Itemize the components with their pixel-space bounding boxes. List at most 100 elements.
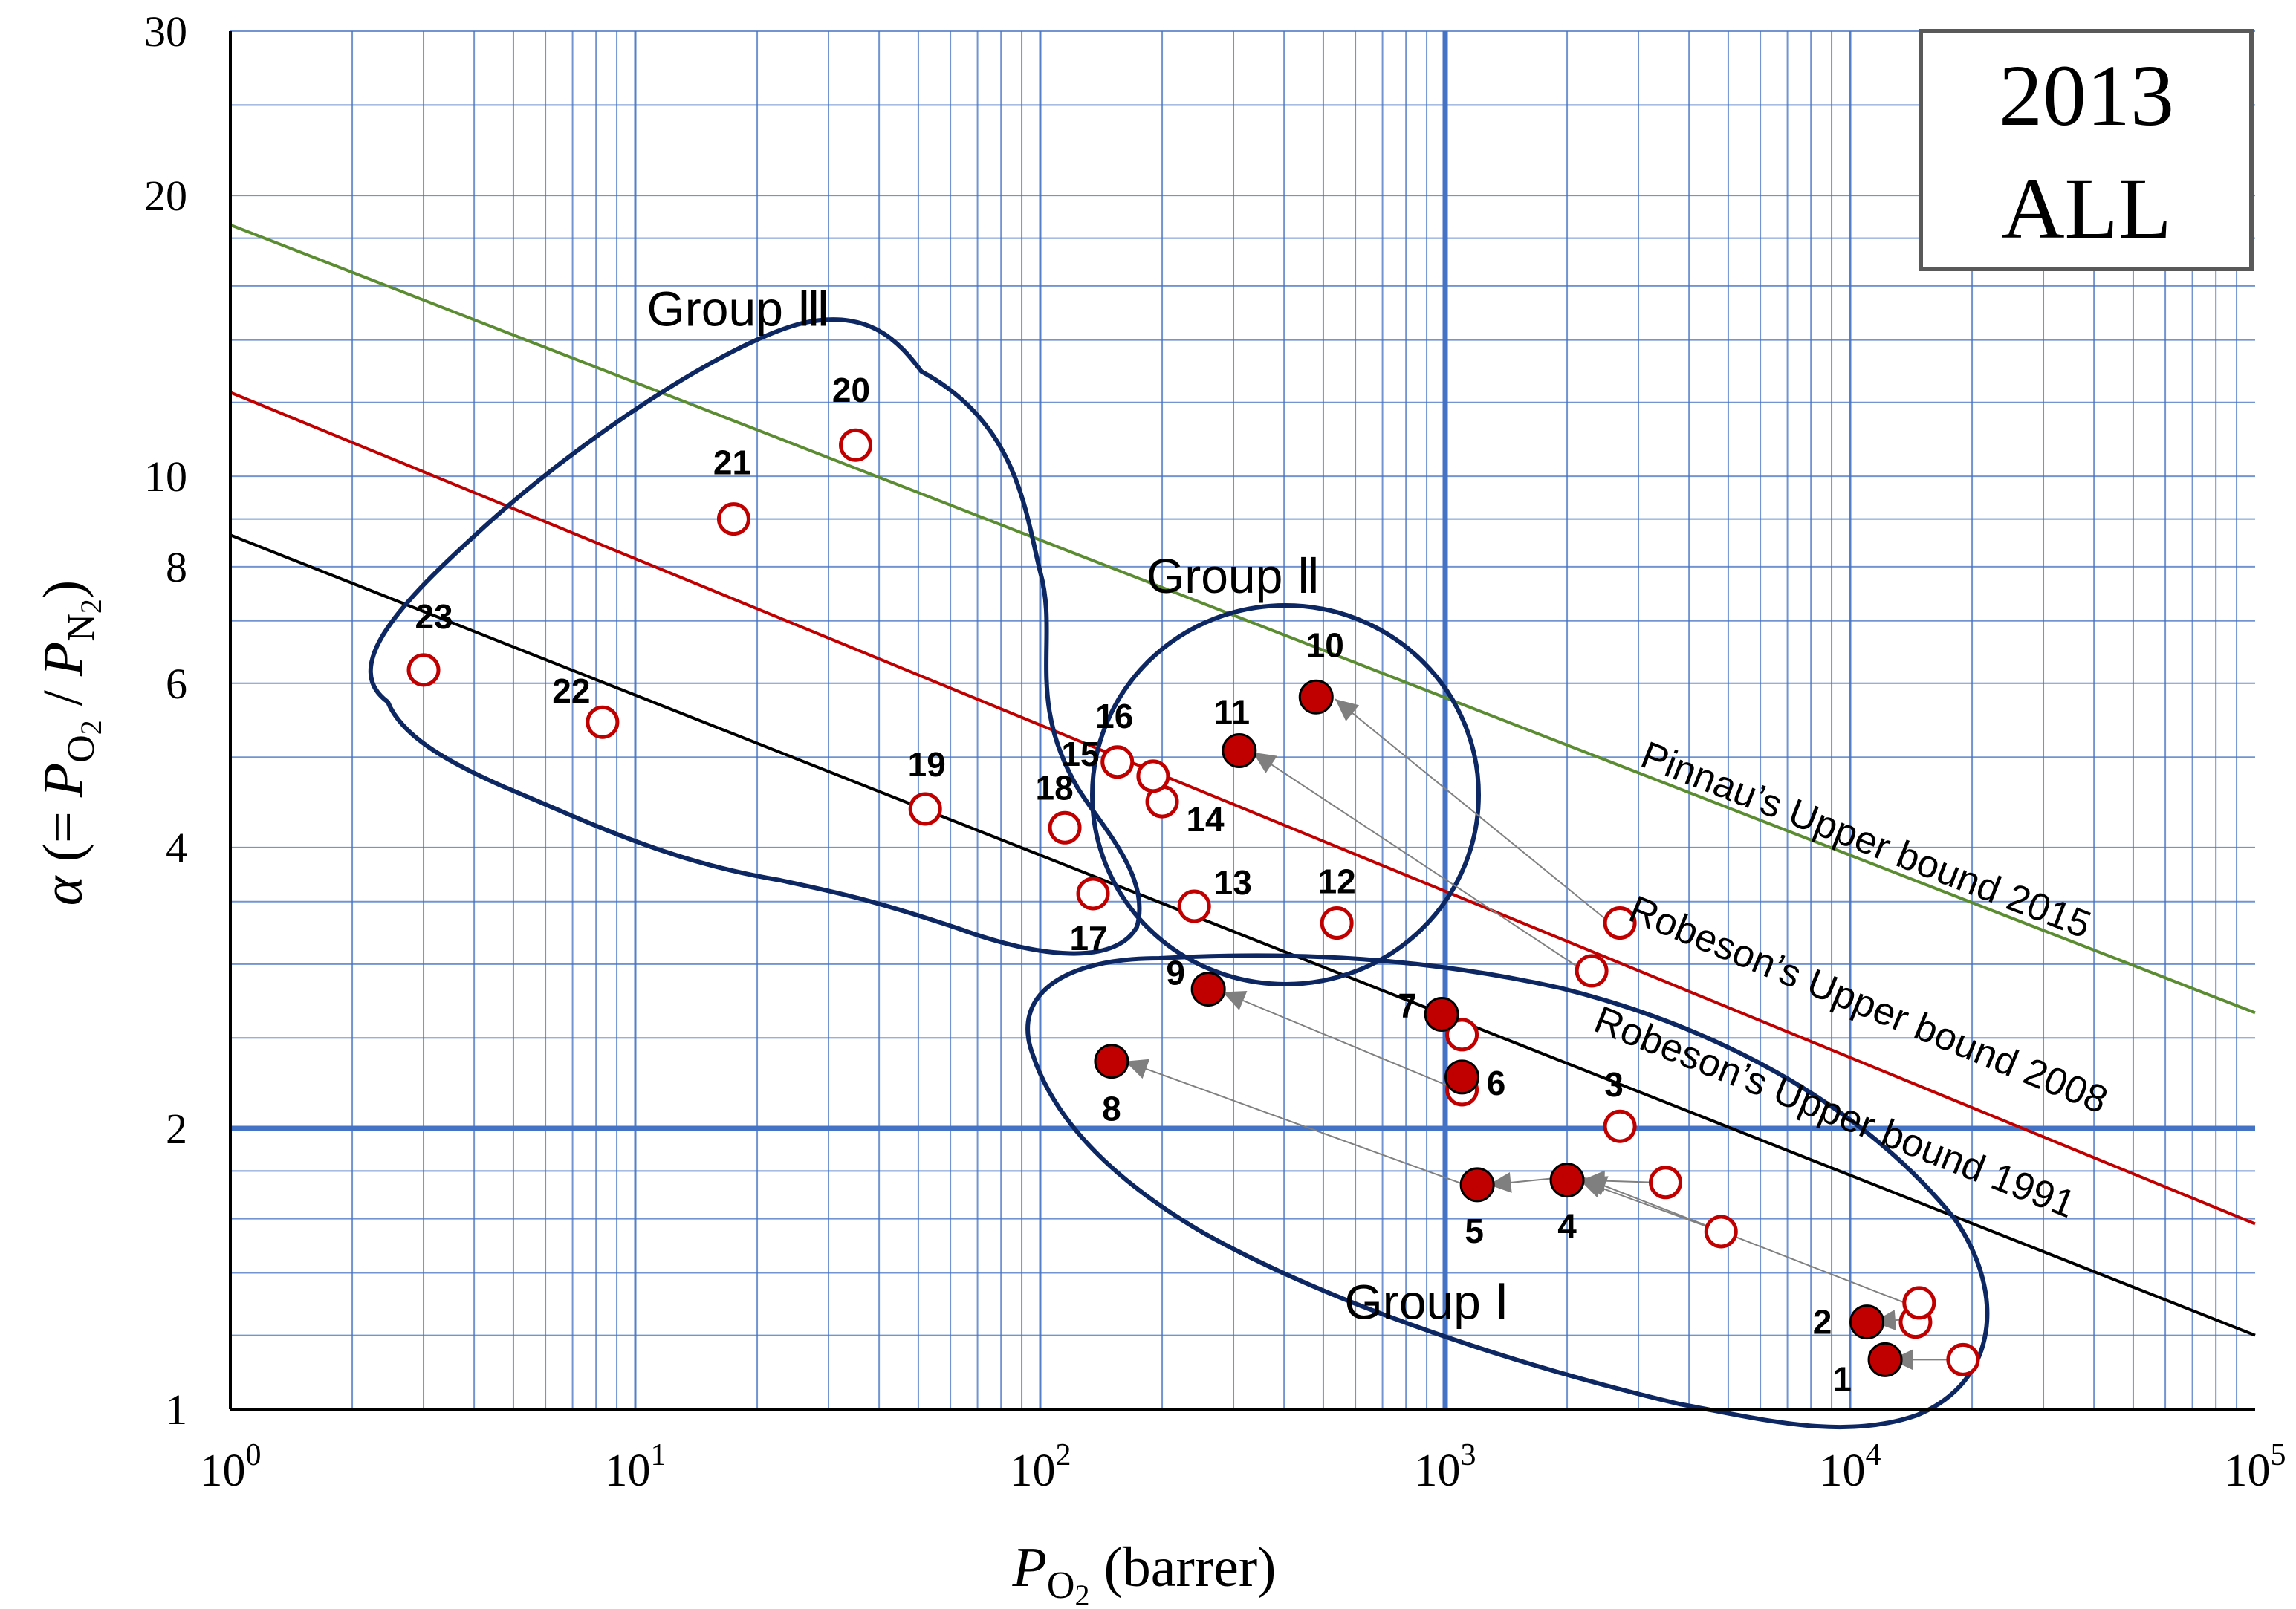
open-marker: [1575, 954, 1609, 988]
open-marker: [1603, 906, 1637, 940]
shift-arrow-head: [1488, 1172, 1512, 1193]
shift-arrow-head: [1253, 752, 1277, 773]
grid: [229, 30, 2255, 1409]
y-axis-title: α (= PO2 / PN2): [32, 580, 108, 906]
reference-lines: [230, 31, 2255, 1409]
x-tick-exponent: 3: [1461, 1438, 1476, 1472]
shift-arrow-head: [1335, 699, 1360, 721]
open-marker: [406, 653, 441, 687]
y-axis-title-close: ): [32, 580, 94, 599]
x-tick-exponent: 4: [1866, 1438, 1881, 1472]
shift-arrow-line: [1124, 1060, 1466, 1186]
filled-marker: [1094, 1044, 1129, 1079]
point-label: 20: [832, 371, 870, 409]
y-axis-title-p1: P: [32, 763, 94, 798]
filled-marker: [1849, 1304, 1885, 1340]
title-scope: ALL: [2001, 160, 2171, 257]
open-marker: [716, 502, 750, 536]
shift-arrow-line: [1583, 1177, 1914, 1307]
filled-marker: [1222, 733, 1257, 769]
point-label: 18: [1035, 768, 1073, 807]
point-label: 1: [1832, 1359, 1852, 1398]
y-tick-label: 4: [166, 824, 187, 872]
open-marker: [1177, 889, 1211, 923]
y-axis-title-slash: /: [32, 676, 94, 720]
point-label: 12: [1318, 862, 1356, 901]
x-axis-title: PO2 (barrer): [1011, 1536, 1276, 1609]
y-tick-label: 1: [166, 1385, 187, 1434]
point-label: 15: [1061, 735, 1099, 773]
title-year: 2013: [1999, 47, 2174, 144]
y-tick-label: 20: [144, 172, 187, 220]
open-marker: [1320, 906, 1354, 940]
filled-marker: [1444, 1059, 1480, 1095]
x-tick-label: 105: [2225, 1438, 2286, 1496]
upper-bound-line: [230, 391, 2256, 1226]
point-label: 5: [1465, 1212, 1484, 1250]
group-3-outline: [368, 317, 1142, 956]
x-tick-label: 102: [1010, 1438, 1071, 1496]
point-label: 6: [1487, 1064, 1506, 1102]
point-label: 14: [1186, 800, 1225, 839]
group-label: Group Ⅲ: [646, 282, 830, 337]
shift-arrow-line: [1252, 751, 1585, 972]
point-label: 17: [1069, 919, 1107, 958]
open-marker: [1076, 877, 1110, 911]
x-tick-base: 10: [1415, 1446, 1461, 1496]
upper-bound-line: [230, 223, 2256, 1015]
point-label: 13: [1214, 863, 1252, 902]
y-tick-label: 8: [166, 543, 187, 591]
x-tick-label: 101: [605, 1438, 667, 1496]
y-axis-title-p1-sub: O: [60, 735, 103, 763]
y-tick-label: 2: [166, 1105, 187, 1153]
group-1-outline: [1025, 953, 1990, 1430]
x-tick-label: 104: [1820, 1438, 1881, 1496]
upper-bound-line: [230, 533, 2256, 1337]
title-box: 2013 ALL: [1919, 29, 2254, 271]
open-marker: [586, 705, 620, 739]
x-tick-exponent: 2: [1056, 1438, 1071, 1472]
shift-arrow-line: [1335, 698, 1614, 926]
x-tick-base: 10: [1010, 1446, 1056, 1496]
filled-marker: [1867, 1342, 1903, 1377]
x-tick-exponent: 5: [2271, 1438, 2286, 1472]
open-marker: [1136, 759, 1170, 793]
x-axis-title-var: P: [1011, 1536, 1046, 1599]
x-tick-exponent: 1: [651, 1438, 667, 1472]
x-tick-base: 10: [200, 1446, 246, 1496]
x-tick-base: 10: [1820, 1446, 1866, 1496]
point-label: 16: [1095, 697, 1133, 735]
point-label: 11: [1213, 693, 1250, 732]
open-marker: [1603, 1109, 1637, 1143]
point-label: 21: [713, 443, 751, 482]
open-marker: [839, 428, 873, 462]
open-marker: [1445, 1018, 1479, 1052]
group-label: Group Ⅱ: [1147, 548, 1320, 603]
y-axis-title-p2-sub2: 2: [74, 599, 108, 614]
filled-marker: [1424, 996, 1459, 1032]
x-tick-label: 103: [1415, 1438, 1476, 1496]
open-marker: [1704, 1215, 1738, 1249]
y-axis-title-alpha: α: [32, 874, 94, 906]
x-axis-title-unit: (barrer): [1089, 1536, 1276, 1599]
filled-marker: [1190, 972, 1226, 1007]
y-axis-title-p1-sub2: 2: [74, 720, 108, 735]
shift-arrow-head: [1873, 1310, 1897, 1331]
y-axis-title-p2-sub: N: [60, 614, 103, 642]
group-2-outline: [1090, 603, 1481, 986]
filled-marker: [1459, 1167, 1495, 1203]
open-marker: [1649, 1166, 1683, 1200]
y-tick-label: 30: [144, 7, 187, 56]
point-label: 4: [1557, 1207, 1577, 1246]
x-axis-title-sub: O: [1047, 1564, 1075, 1607]
upper-bound-lines: [230, 223, 2256, 1337]
open-marker: [1100, 745, 1135, 779]
point-label: 8: [1102, 1090, 1121, 1128]
y-axis-title-mid: (=: [32, 797, 94, 876]
shift-arrow-head: [1125, 1059, 1150, 1079]
open-marker: [1048, 810, 1082, 845]
point-label: 19: [908, 745, 946, 784]
open-marker: [1946, 1342, 1980, 1376]
x-axis-title-sub2: 2: [1074, 1579, 1089, 1609]
